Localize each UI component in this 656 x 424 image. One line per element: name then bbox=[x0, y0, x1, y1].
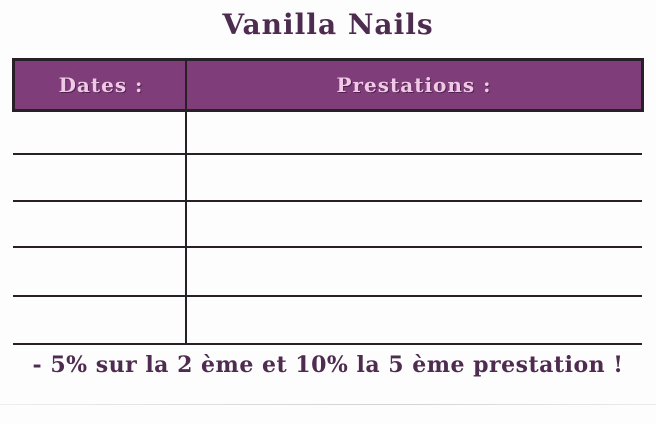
row-prestation-cell bbox=[186, 112, 642, 153]
row-date-cell bbox=[13, 297, 186, 343]
table-row bbox=[13, 112, 642, 155]
discount-note: - 5% sur la 2 ème et 10% la 5 ème presta… bbox=[32, 352, 624, 378]
table-header-cell-prestations: Prestations : bbox=[187, 61, 641, 109]
row-prestation-cell bbox=[186, 202, 642, 246]
table-row bbox=[13, 155, 642, 202]
row-date-cell bbox=[13, 202, 186, 246]
row-prestation-cell bbox=[186, 155, 642, 200]
table-row bbox=[13, 202, 642, 248]
row-prestation-cell bbox=[186, 248, 642, 295]
table-header-band: Dates : Prestations : bbox=[12, 58, 644, 112]
table-row bbox=[13, 297, 642, 345]
row-date-cell bbox=[13, 112, 186, 153]
card-bottom-edge bbox=[0, 404, 656, 405]
table-row bbox=[13, 248, 642, 297]
page-title: Vanilla Nails bbox=[222, 8, 434, 41]
column-divider-line bbox=[185, 59, 187, 345]
dates-column-label: Dates : bbox=[58, 73, 144, 97]
row-date-cell bbox=[13, 248, 186, 295]
table-body bbox=[13, 112, 642, 345]
row-date-cell bbox=[13, 155, 186, 200]
table-header-cell-dates: Dates : bbox=[15, 61, 187, 109]
row-prestation-cell bbox=[186, 297, 642, 343]
prestations-column-label: Prestations : bbox=[336, 73, 492, 97]
